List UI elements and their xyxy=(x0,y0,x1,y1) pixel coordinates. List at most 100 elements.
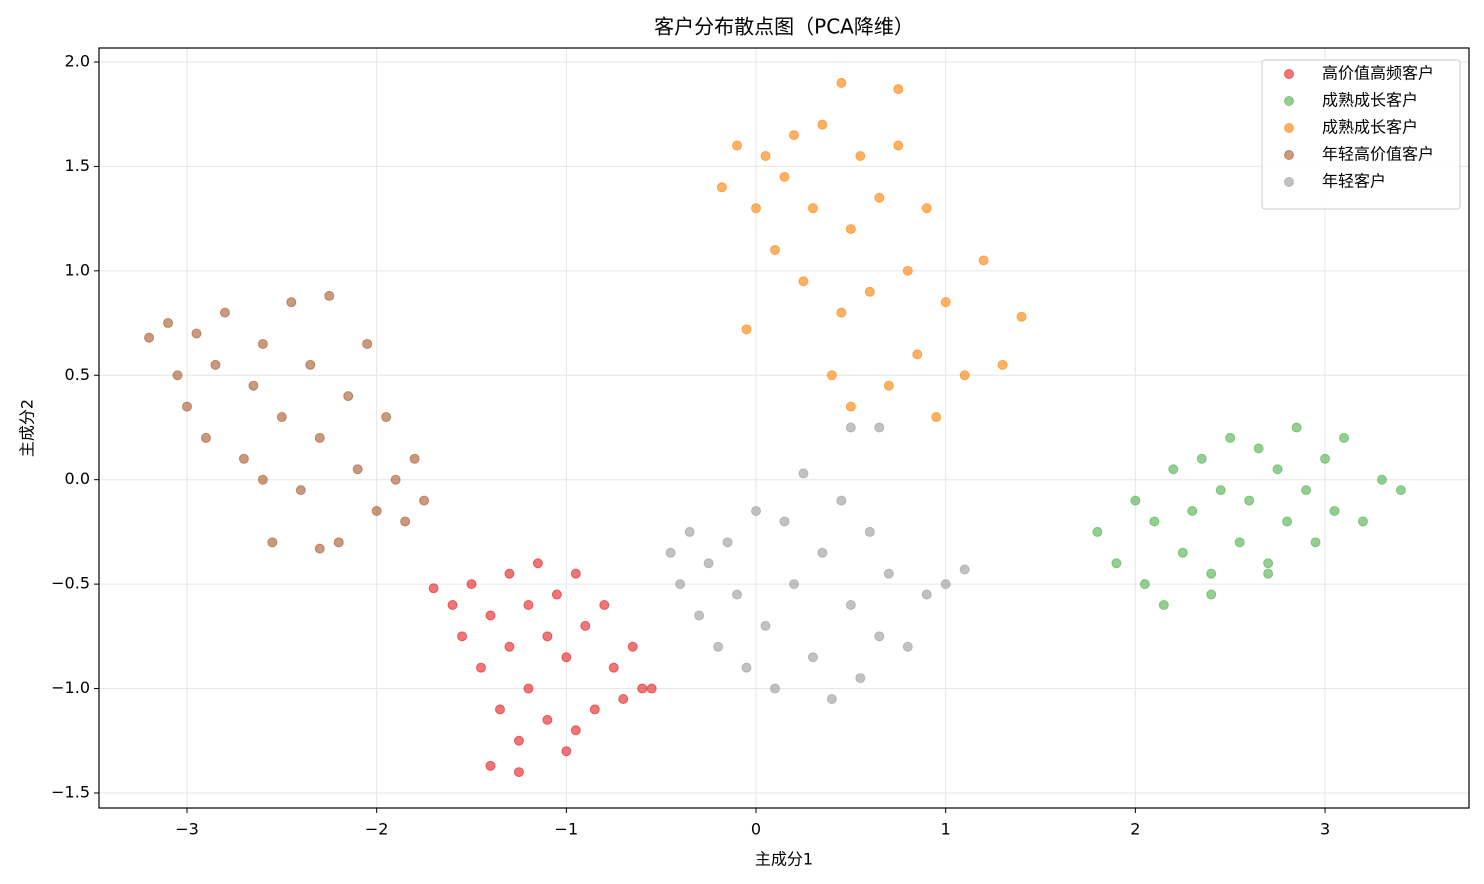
point xyxy=(618,693,629,704)
x-tick-label: 0 xyxy=(751,820,761,839)
point xyxy=(826,370,837,381)
point xyxy=(893,140,904,151)
point xyxy=(475,662,486,673)
point xyxy=(874,422,885,433)
legend-label: 成熟成长客户 xyxy=(1322,91,1418,110)
point xyxy=(390,474,401,485)
y-tick-label: 1.5 xyxy=(65,156,90,175)
point xyxy=(769,244,780,255)
point xyxy=(400,516,411,527)
point xyxy=(580,620,591,631)
y-tick-label: 0.0 xyxy=(65,469,90,488)
point xyxy=(874,631,885,642)
point xyxy=(779,516,790,527)
point xyxy=(314,543,325,554)
point xyxy=(1320,453,1331,464)
x-tick-label: 2 xyxy=(1130,820,1140,839)
plot-frame xyxy=(98,47,1470,809)
point xyxy=(257,338,268,349)
point xyxy=(836,307,847,318)
point xyxy=(1339,432,1350,443)
point xyxy=(807,652,818,663)
point xyxy=(172,370,183,381)
point xyxy=(1357,516,1368,527)
point xyxy=(760,150,771,161)
y-tick-label: −1.5 xyxy=(51,782,90,801)
point xyxy=(1206,568,1217,579)
point xyxy=(551,589,562,600)
point xyxy=(494,704,505,715)
point xyxy=(1225,432,1236,443)
point xyxy=(447,599,458,610)
y-tick-label: 1.0 xyxy=(65,260,90,279)
point xyxy=(940,297,951,308)
point xyxy=(485,610,496,621)
point xyxy=(1234,537,1245,548)
point xyxy=(523,683,534,694)
point xyxy=(874,192,885,203)
point xyxy=(845,224,856,235)
legend-label: 年轻高价值客户 xyxy=(1322,145,1434,164)
point xyxy=(1149,516,1160,527)
point xyxy=(409,453,420,464)
point xyxy=(599,599,610,610)
point xyxy=(751,203,762,214)
point xyxy=(940,579,951,590)
point xyxy=(713,641,724,652)
point xyxy=(314,432,325,443)
point xyxy=(864,286,875,297)
point xyxy=(921,203,932,214)
point xyxy=(978,255,989,266)
point xyxy=(637,683,648,694)
x-tick-label: −3 xyxy=(175,820,199,839)
point xyxy=(182,401,193,412)
point xyxy=(836,77,847,88)
point xyxy=(286,297,297,308)
point xyxy=(741,324,752,335)
point xyxy=(163,318,174,329)
point xyxy=(305,359,316,370)
point xyxy=(570,725,581,736)
point xyxy=(921,589,932,600)
legend-marker xyxy=(1284,177,1294,187)
point xyxy=(191,328,202,339)
point xyxy=(883,568,894,579)
point xyxy=(817,119,828,130)
point xyxy=(627,641,638,652)
point xyxy=(779,171,790,182)
point xyxy=(1130,495,1141,506)
point xyxy=(200,432,211,443)
point xyxy=(1168,464,1179,475)
point xyxy=(646,683,657,694)
x-tick-label: −1 xyxy=(555,820,579,839)
x-axis-label: 主成分1 xyxy=(755,850,813,869)
point xyxy=(210,359,221,370)
point xyxy=(675,579,686,590)
point xyxy=(716,182,727,193)
point xyxy=(333,537,344,548)
point xyxy=(845,401,856,412)
point xyxy=(703,558,714,569)
point xyxy=(788,130,799,141)
point xyxy=(1244,495,1255,506)
point xyxy=(381,412,392,423)
point xyxy=(144,332,155,343)
point xyxy=(1092,526,1103,537)
point xyxy=(1177,547,1188,558)
point xyxy=(561,746,572,757)
y-tick-label: −1.0 xyxy=(51,678,90,697)
point xyxy=(419,495,430,506)
point xyxy=(1158,599,1169,610)
point xyxy=(1395,485,1406,496)
point xyxy=(732,140,743,151)
point xyxy=(561,652,572,663)
legend-label: 高价值高频客户 xyxy=(1322,64,1434,83)
point xyxy=(845,599,856,610)
point xyxy=(788,579,799,590)
x-tick-label: 1 xyxy=(941,820,951,839)
x-tick-label: 3 xyxy=(1320,820,1330,839)
y-tick-label: 2.0 xyxy=(65,51,90,70)
point xyxy=(343,391,354,402)
legend-label: 成熟成长客户 xyxy=(1322,118,1418,137)
point xyxy=(769,683,780,694)
